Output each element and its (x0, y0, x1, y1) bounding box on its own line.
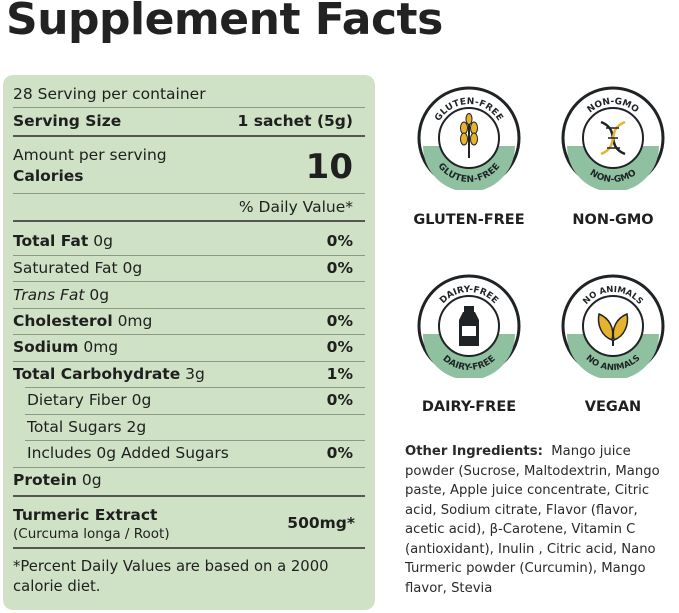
vegan-label: VEGAN (584, 399, 642, 415)
divider (13, 281, 365, 282)
divider (25, 414, 365, 415)
leaf-icon (597, 312, 629, 346)
page-title: Supplement Facts (6, 0, 443, 45)
non-gmo-badge: NON-GMO NON-GMO (561, 86, 665, 192)
vegan-badge: NO ANIMALS NO ANIMALS (561, 274, 665, 380)
divider-thick (13, 495, 365, 497)
dairy-free-badge: DAIRY-FREE DAIRY-FREE (417, 274, 521, 380)
divider (25, 387, 365, 388)
other-ingredients: Other Ingredients: Mango juice powder (S… (405, 442, 675, 598)
non-gmo-label: NON-GMO (572, 212, 654, 228)
other-ingredients-text: Mango juice powder (Sucrose, Maltodextri… (405, 444, 660, 596)
divider (13, 193, 365, 194)
dna-icon (600, 120, 626, 156)
divider (13, 308, 365, 309)
divider-thick (13, 135, 365, 137)
divider (25, 440, 365, 441)
other-ingredients-heading: Other Ingredients: (405, 444, 543, 459)
divider (13, 255, 365, 256)
dairy-free-label: DAIRY-FREE (421, 399, 517, 415)
milk-bottle-icon (459, 306, 479, 346)
divider (13, 467, 365, 468)
calories-value: 10 (305, 147, 353, 187)
divider (13, 361, 365, 362)
gluten-free-badge: GLUTEN-FREE GLUTEN-FREE (417, 86, 521, 192)
supplement-facts-panel: 28 Serving per container Serving Size 1 … (3, 75, 375, 610)
divider-thick (13, 220, 365, 222)
gluten-free-label: GLUTEN-FREE (413, 212, 525, 228)
divider-thick (13, 547, 365, 549)
divider (13, 107, 365, 108)
divider (13, 334, 365, 335)
wheat-icon (460, 113, 478, 158)
